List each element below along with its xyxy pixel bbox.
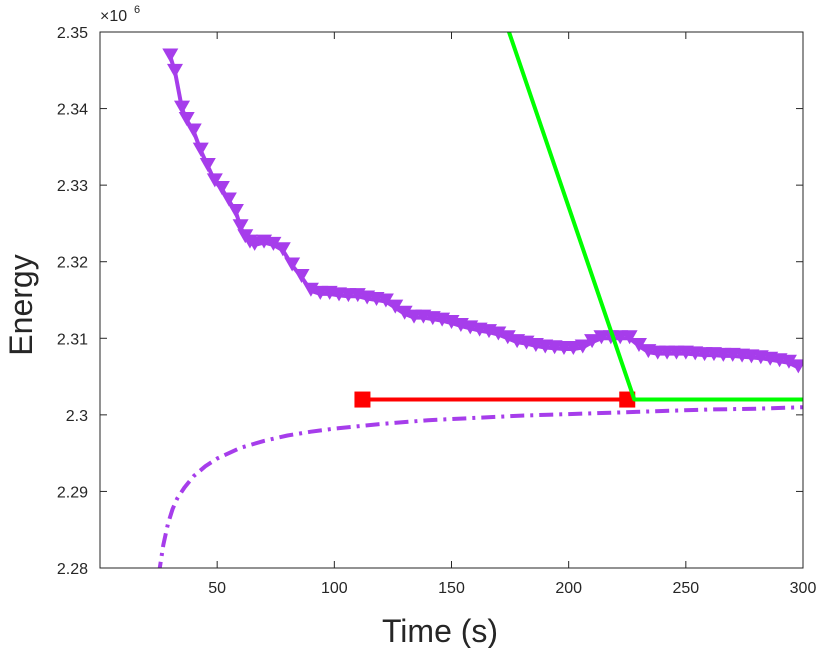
series-line-3 bbox=[506, 32, 803, 402]
plot-background bbox=[100, 32, 803, 568]
series-0-point-17 bbox=[274, 242, 291, 257]
series-0-point-0 bbox=[162, 48, 179, 63]
series-0-point-19 bbox=[293, 269, 310, 284]
series-0-point-5 bbox=[192, 142, 209, 157]
series-0-point-48 bbox=[565, 341, 582, 356]
y-tick-label-5: 2.33 bbox=[57, 178, 88, 195]
series-0-point-28 bbox=[377, 293, 394, 308]
series-0-point-40 bbox=[490, 326, 507, 341]
series-0-point-1 bbox=[166, 63, 183, 78]
x-tick-label-5: 300 bbox=[790, 580, 817, 597]
series-0-point-4 bbox=[185, 123, 202, 138]
y-axis-title: Energy bbox=[3, 254, 39, 355]
x-tick-label-0: 50 bbox=[208, 580, 226, 597]
series-0-point-6 bbox=[199, 158, 216, 172]
y-tick-label-4: 2.32 bbox=[57, 255, 88, 272]
series-0-point-11 bbox=[232, 219, 249, 234]
series-0-point-3 bbox=[178, 112, 195, 127]
series-0-point-10 bbox=[227, 203, 244, 218]
y-multiplier-exponent: 6 bbox=[134, 4, 140, 16]
series-layer bbox=[157, 32, 803, 568]
x-tick-label-1: 100 bbox=[321, 580, 348, 597]
series-0-point-14 bbox=[246, 236, 263, 251]
y-tick-label-6: 2.34 bbox=[57, 102, 88, 119]
series-0-point-72 bbox=[790, 359, 803, 374]
series-2-point-0 bbox=[354, 391, 371, 408]
series-0-point-29 bbox=[387, 299, 404, 314]
series-0-point-54 bbox=[621, 330, 638, 345]
x-tick-label-2: 150 bbox=[438, 580, 465, 597]
series-0-point-9 bbox=[220, 192, 237, 207]
y-tick-label-2: 2.3 bbox=[66, 408, 88, 425]
y-tick-label-0: 2.28 bbox=[57, 561, 88, 578]
series-0-point-16 bbox=[265, 236, 282, 251]
tick-layer: 50 100 150 200 250 300 2.28 2.29 2.3 2.31 2.32 2.33… bbox=[57, 25, 817, 597]
series-0-point-8 bbox=[213, 180, 230, 195]
series-line-1 bbox=[157, 405, 803, 568]
series-0-point-71 bbox=[780, 354, 797, 369]
series-0-point-55 bbox=[630, 337, 647, 352]
series-0-point-2 bbox=[174, 100, 191, 115]
y-multiplier-base: ×10 bbox=[100, 8, 127, 25]
series-0-point-49 bbox=[574, 339, 591, 354]
series-0-point-30 bbox=[396, 305, 413, 320]
x-axis-title: Time (s) bbox=[382, 613, 498, 648]
y-tick-label-7: 2.35 bbox=[57, 25, 88, 42]
series-0-point-18 bbox=[284, 257, 301, 272]
x-tick-label-4: 250 bbox=[672, 580, 699, 597]
series-0-point-7 bbox=[206, 173, 223, 188]
x-tick-label-3: 200 bbox=[555, 580, 582, 597]
y-tick-label-3: 2.31 bbox=[57, 331, 88, 348]
y-tick-label-1: 2.29 bbox=[57, 484, 88, 501]
series-0-point-41 bbox=[499, 330, 516, 345]
series-0-point-50 bbox=[584, 334, 601, 349]
